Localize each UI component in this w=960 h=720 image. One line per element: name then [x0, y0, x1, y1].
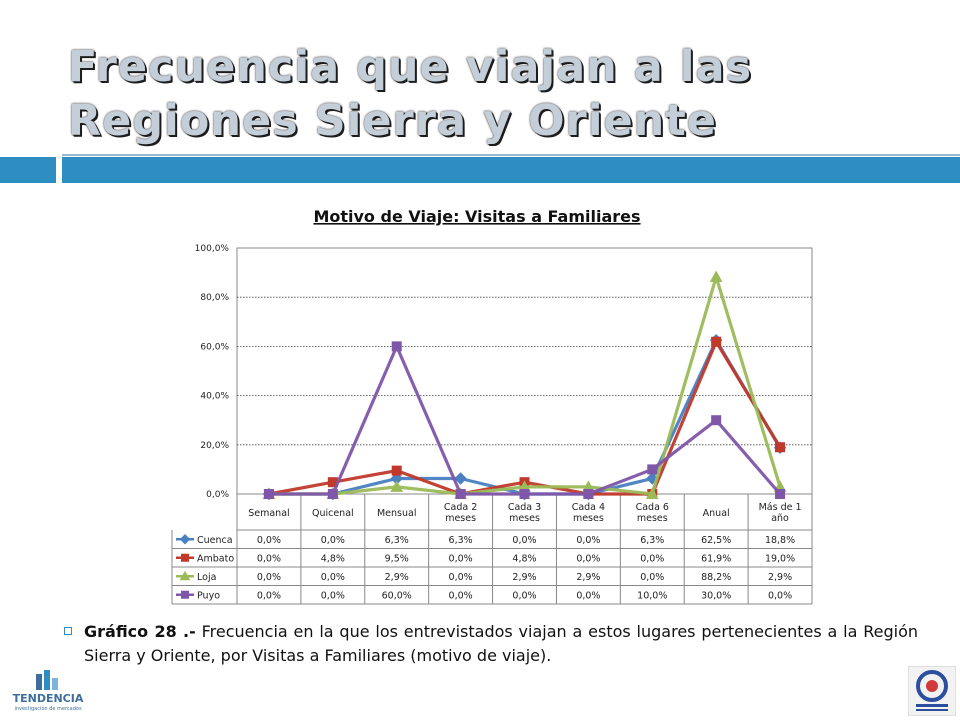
- table-cell: 0,0%: [321, 590, 345, 601]
- y-tick-label: 60,0%: [200, 342, 229, 352]
- plot-area: [236, 247, 813, 495]
- table-cell: 0,0%: [512, 535, 536, 546]
- category-label: Quicenal: [312, 508, 354, 519]
- y-tick-label: 100,0%: [195, 244, 230, 254]
- category-label: Cada 4 meses: [572, 502, 605, 524]
- table-cell: 6,3%: [449, 535, 473, 546]
- table-cell: 4,8%: [321, 553, 345, 564]
- data-point: [775, 442, 786, 453]
- table-cell: 0,0%: [449, 572, 473, 583]
- table-cell: 0,0%: [640, 572, 664, 583]
- legend-marker: [181, 590, 189, 599]
- table-cell: 4,8%: [512, 553, 536, 564]
- table-cell: 0,0%: [576, 553, 600, 564]
- y-tick-label: 0,0%: [206, 490, 229, 500]
- table-cell: 2,9%: [385, 572, 409, 583]
- title-underline: [62, 154, 960, 156]
- data-point: [709, 270, 723, 283]
- data-point: [645, 487, 659, 499]
- data-point: [711, 415, 722, 426]
- accent-bar-left: [0, 157, 56, 183]
- data-point: [647, 464, 658, 475]
- table-cell: 2,9%: [512, 572, 536, 583]
- table-cell: 88,2%: [701, 572, 731, 583]
- partner-logo: [908, 666, 956, 716]
- table-cell: 0,0%: [257, 553, 281, 564]
- table-cell: 9,5%: [385, 553, 409, 564]
- data-point: [583, 489, 594, 499]
- table-cell: 0,0%: [768, 590, 792, 601]
- caption-label: Gráfico 28 .-: [84, 622, 196, 641]
- category-label: Semanal: [248, 508, 289, 519]
- table-cell: 0,0%: [512, 590, 536, 601]
- table-cell: 61,9%: [701, 553, 731, 564]
- table-cell: 18,8%: [765, 535, 795, 546]
- table-cell: 0,0%: [640, 553, 664, 564]
- legend-label: Cuenca: [197, 535, 233, 546]
- table-cell: 0,0%: [257, 590, 281, 601]
- logo-left-subtext: investigación de mercados: [14, 705, 82, 712]
- table-cell: 0,0%: [576, 590, 600, 601]
- category-label: Mensual: [377, 508, 417, 519]
- y-tick-label: 40,0%: [200, 392, 229, 402]
- table-cell: 0,0%: [257, 572, 281, 583]
- bullet-icon: [64, 627, 72, 635]
- logo-left-text: TENDENCIA: [13, 692, 84, 705]
- table-cell: 30,0%: [701, 590, 731, 601]
- category-label: Cada 3 meses: [508, 502, 541, 524]
- category-label: Más de 1 año: [759, 502, 802, 524]
- table-cell: 0,0%: [321, 572, 345, 583]
- data-point: [711, 336, 722, 347]
- legend-marker: [181, 553, 189, 562]
- table-cell: 62,5%: [701, 535, 731, 546]
- data-point: [390, 480, 404, 492]
- legend-label: Loja: [197, 572, 216, 583]
- table-cell: 60,0%: [382, 590, 412, 601]
- slide-title: Frecuencia que viajan a las Regiones Sie…: [68, 42, 753, 146]
- chart-title: Motivo de Viaje: Visitas a Familiares: [313, 207, 640, 226]
- caption-text: Frecuencia en la que los entrevistados v…: [84, 622, 919, 665]
- data-point: [391, 465, 402, 476]
- legend-marker: [179, 534, 191, 545]
- accent-bar-main: [62, 157, 960, 183]
- table-cell: 6,3%: [385, 535, 409, 546]
- table-cell: 0,0%: [257, 535, 281, 546]
- y-tick-label: 80,0%: [200, 293, 229, 303]
- table-cell: 10,0%: [637, 590, 667, 601]
- table-cell: 2,9%: [768, 572, 792, 583]
- table-cell: 0,0%: [576, 535, 600, 546]
- table-cell: 0,0%: [449, 553, 473, 564]
- y-tick-label: 20,0%: [200, 441, 229, 451]
- category-label: Cada 2 meses: [444, 502, 477, 524]
- figure-caption: Gráfico 28 .- Frecuencia en la que los e…: [64, 620, 919, 668]
- table-cell: 0,0%: [449, 590, 473, 601]
- table-cell: 2,9%: [576, 572, 600, 583]
- table-cell: 6,3%: [640, 535, 664, 546]
- legend-marker: [179, 570, 191, 581]
- data-point: [454, 472, 467, 485]
- legend-label: Puyo: [197, 590, 220, 601]
- category-label: Cada 6 meses: [636, 502, 669, 524]
- data-point: [775, 489, 786, 499]
- tendencia-logo: TENDENCIA investigación de mercados: [13, 670, 84, 712]
- table-cell: 19,0%: [765, 553, 795, 564]
- data-point: [327, 489, 338, 499]
- category-label: Anual: [703, 508, 730, 519]
- data-point: [391, 341, 402, 352]
- table-cell: 0,0%: [321, 535, 345, 546]
- data-point: [519, 489, 530, 499]
- data-point: [263, 489, 274, 499]
- data-point: [455, 489, 466, 499]
- legend-label: Ambato: [197, 553, 234, 564]
